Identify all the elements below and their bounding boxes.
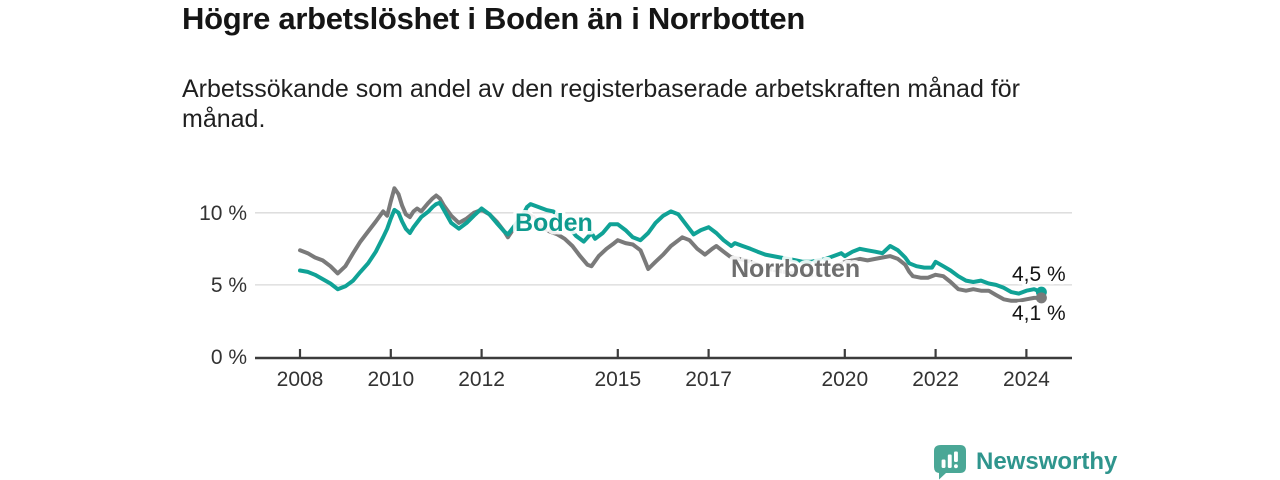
y-tick-label: 10 % — [199, 202, 247, 225]
newsworthy-logo-icon — [934, 445, 966, 480]
x-tick-label: 2020 — [821, 368, 868, 391]
brand-footer: Newsworthy — [933, 444, 1117, 480]
x-tick-label: 2012 — [458, 368, 505, 391]
x-tick-label: 2015 — [594, 368, 641, 391]
series-label-boden: Boden — [515, 209, 593, 237]
y-tick-label: 0 % — [211, 346, 247, 369]
x-tick-label: 2010 — [367, 368, 414, 391]
series-label-norrbotten: Norrbotten — [731, 255, 860, 283]
logo-bar-short — [941, 459, 946, 468]
logo-exclamation-bar — [954, 451, 958, 462]
logo-exclamation-dot — [954, 464, 958, 469]
page-subtitle: Arbetssökande som andel av den registerb… — [182, 75, 1020, 133]
x-tick-label: 2017 — [685, 368, 732, 391]
x-tick-label: 2022 — [912, 368, 959, 391]
series-line-boden — [298, 200, 1044, 296]
x-tick-label: 2008 — [277, 368, 324, 391]
endpoint-dot-norrbotten — [1035, 292, 1047, 304]
x-tick-label: 2024 — [1003, 368, 1050, 391]
y-tick-label: 5 % — [211, 274, 247, 297]
series-line-norrbotten — [298, 186, 1044, 303]
brand-name: Newsworthy — [976, 448, 1118, 475]
page-title: Högre arbetslöshet i Boden än i Norrbott… — [182, 1, 805, 36]
end-value-label-boden: 4,5 % — [1012, 263, 1066, 286]
end-value-label-norrbotten: 4,1 % — [1012, 302, 1066, 325]
logo-bar-tall — [947, 454, 952, 468]
